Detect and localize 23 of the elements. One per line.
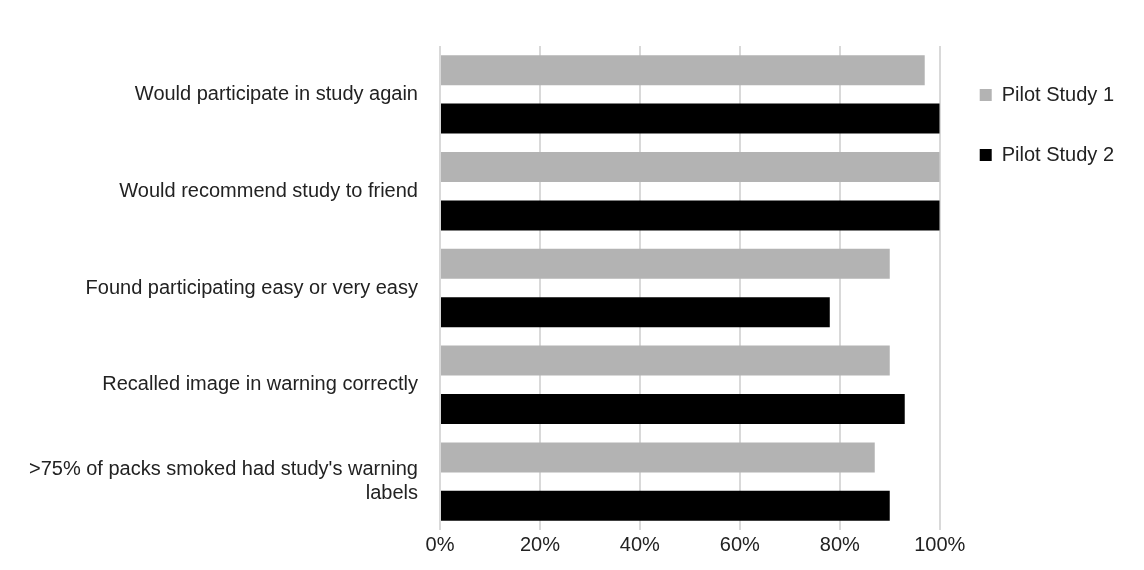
y-tick-label: Recalled image in warning correctly — [102, 372, 418, 395]
y-tick-label: Would recommend study to friend — [119, 178, 418, 201]
bar — [441, 442, 875, 473]
x-tick-label: 0% — [425, 532, 455, 555]
x-tick-label: 20% — [519, 532, 561, 555]
x-tick-label: 60% — [719, 532, 761, 555]
bar — [441, 103, 940, 134]
legend-label: Pilot Study 2 — [1001, 142, 1115, 165]
bar — [441, 152, 940, 182]
bar — [441, 297, 830, 328]
x-tick-label: 80% — [819, 532, 860, 555]
bar — [441, 345, 890, 376]
y-tick-label: Found participating easy or very easy — [85, 275, 418, 298]
y-tick-label: >75% of packs smoked had study's warning labels — [28, 457, 418, 504]
y-tick-label: Would participate in study again — [134, 81, 418, 104]
bar — [441, 248, 890, 279]
bar — [441, 394, 905, 424]
bar — [441, 490, 890, 521]
x-tick-label: 40% — [619, 532, 661, 555]
x-tick-label: 100% — [914, 532, 966, 555]
legend-label: Pilot Study 1 — [1001, 82, 1115, 105]
bar — [441, 55, 925, 86]
bar — [441, 200, 940, 231]
